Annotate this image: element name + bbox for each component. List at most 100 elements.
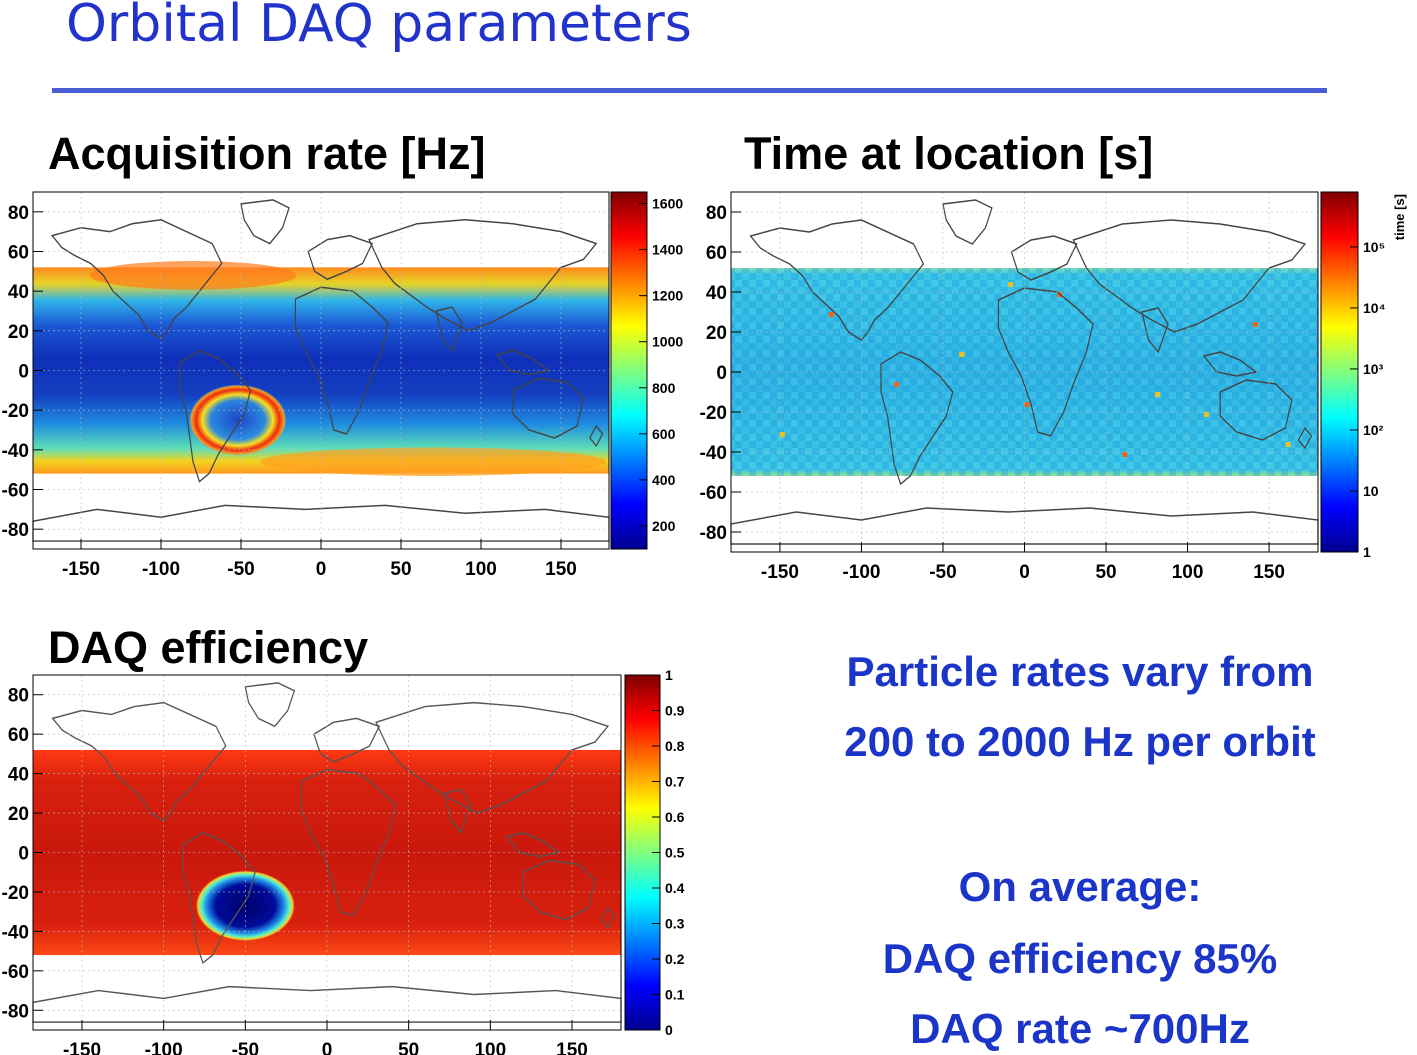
summary-line-5: DAQ rate ~700Hz <box>910 1005 1250 1052</box>
y-tick-label: -60 <box>700 483 727 504</box>
colorbar-tick-label: 0.7 <box>665 774 685 790</box>
colorbar-tick-label: 1 <box>665 667 673 683</box>
y-tick-label: -40 <box>2 441 29 462</box>
y-tick-label: 40 <box>8 282 29 303</box>
y-tick-label: -20 <box>700 403 727 424</box>
rate-north-high-region <box>89 261 297 290</box>
time-colorbar-gradient <box>1320 191 1359 553</box>
efficiency-heatmap: -150 -100 -50 0 50 100 150 80 60 40 20 0 -20 -40 -60 -8… <box>2 674 622 1055</box>
y-tick-label: -40 <box>2 922 29 943</box>
time-hot-cell <box>1154 392 1160 397</box>
efficiency-panel-title: DAQ efficiency <box>48 622 369 673</box>
y-tick-label: 0 <box>18 844 29 865</box>
time-heatmap: -150 -100 -50 0 50 100 150 80 60 40 20 0 -20 -40 -60 -8… <box>700 191 1319 583</box>
x-tick-label: -100 <box>142 559 180 580</box>
y-tick-label: -60 <box>2 481 29 502</box>
colorbar-tick-label: 10 <box>1363 483 1379 499</box>
colorbar-tick-label: 0.2 <box>665 951 685 967</box>
colorbar-tick-label: 1400 <box>652 242 683 258</box>
colorbar-tick-label: 1000 <box>652 334 683 350</box>
colorbar-tick-label: 0.4 <box>665 880 685 896</box>
colorbar-tick-label: 600 <box>652 426 676 442</box>
y-tick-label: 60 <box>8 243 29 264</box>
y-tick-label: -80 <box>2 1001 29 1022</box>
summary-line-1: Particle rates vary from <box>846 648 1314 695</box>
efficiency-colorbar: 0 0.1 0.2 0.3 0.4 0.5 0.6 0.7 0.8 0.9 1 <box>624 667 685 1038</box>
y-tick-label: 0 <box>716 363 727 384</box>
x-tick-label: 100 <box>474 1040 506 1055</box>
y-tick-label: 60 <box>706 243 727 264</box>
x-tick-label: -100 <box>145 1040 183 1055</box>
x-tick-label: 50 <box>398 1040 419 1055</box>
slide-title: Orbital DAQ parameters <box>66 0 692 54</box>
colorbar-tick-label: 800 <box>652 380 676 396</box>
y-tick-label: -20 <box>2 883 29 904</box>
colorbar-tick-label: 10⁴ <box>1363 300 1386 316</box>
time-hot-cell <box>1122 452 1128 457</box>
y-tick-label: 0 <box>18 362 29 383</box>
y-tick-label: -80 <box>700 523 727 544</box>
colorbar-tick-label: 0.6 <box>665 809 685 825</box>
time-hot-cell <box>1252 322 1258 327</box>
time-colorbar: 1 10 10² 10³ 10⁴ 10⁵ time [s] <box>1320 191 1407 560</box>
colorbar-tick-label: 200 <box>652 518 676 534</box>
x-tick-label: -50 <box>929 562 956 583</box>
colorbar-tick-label: 10² <box>1363 422 1384 438</box>
y-tick-label: 80 <box>706 203 727 224</box>
y-tick-label: 60 <box>8 725 29 746</box>
time-hot-cell <box>1008 282 1014 287</box>
colorbar-tick-label: 10³ <box>1363 361 1384 377</box>
time-hot-cell <box>894 382 900 387</box>
y-tick-label: 20 <box>8 322 29 343</box>
colorbar-tick-label: 1200 <box>652 288 683 304</box>
y-tick-label: 20 <box>8 804 29 825</box>
time-hot-cell <box>828 312 834 317</box>
title-divider <box>52 88 1327 93</box>
y-tick-label: 80 <box>8 203 29 224</box>
colorbar-tick-label: 0.1 <box>665 987 685 1003</box>
y-tick-label: -40 <box>700 443 727 464</box>
rate-saa-ring <box>188 384 287 456</box>
rate-panel-title: Acquisition rate [Hz] <box>48 128 486 179</box>
x-tick-label: -150 <box>62 559 100 580</box>
time-hot-cell <box>1285 442 1291 447</box>
x-tick-label: -50 <box>232 1040 259 1055</box>
x-tick-label: 50 <box>1095 562 1116 583</box>
y-tick-label: 20 <box>706 323 727 344</box>
x-tick-label: 150 <box>1253 562 1285 583</box>
colorbar-tick-label: 1 <box>1363 544 1371 560</box>
summary-line-4: DAQ efficiency 85% <box>882 935 1278 982</box>
colorbar-tick-label: 0.8 <box>665 738 685 754</box>
summary-line-3: On average: <box>958 863 1202 910</box>
x-tick-label: 50 <box>390 559 411 580</box>
colorbar-tick-label: 400 <box>652 472 676 488</box>
x-tick-label: -50 <box>227 559 254 580</box>
x-tick-label: 150 <box>545 559 577 580</box>
rate-colorbar: 200 400 600 800 1000 1200 1400 1600 <box>610 191 683 550</box>
y-tick-label: -60 <box>2 962 29 983</box>
time-hot-cell <box>1203 412 1209 417</box>
x-tick-label: 0 <box>1019 562 1030 583</box>
colorbar-tick-label: 0.3 <box>665 916 685 932</box>
x-tick-label: -150 <box>63 1040 101 1055</box>
y-tick-label: -80 <box>2 520 29 541</box>
x-tick-label: 0 <box>316 559 327 580</box>
rate-colorbar-gradient <box>610 191 648 550</box>
rate-heatmap: -150 -100 -50 0 50 100 150 80 60 40 20 0 -20 -40 -60 -8… <box>2 191 610 580</box>
x-tick-label: 150 <box>556 1040 588 1055</box>
time-panel-title: Time at location [s] <box>744 128 1154 179</box>
x-tick-label: -100 <box>842 562 880 583</box>
x-tick-label: 100 <box>1172 562 1204 583</box>
colorbar-tick-label: 1600 <box>652 196 683 212</box>
x-tick-label: 100 <box>465 559 497 580</box>
y-tick-label: 80 <box>8 686 29 707</box>
rate-south-high-region <box>260 447 606 477</box>
colorbar-tick-label: 0 <box>665 1022 673 1038</box>
y-tick-label: 40 <box>8 765 29 786</box>
y-tick-label: 40 <box>706 283 727 304</box>
x-tick-label: 0 <box>322 1040 333 1055</box>
colorbar-tick-label: 0.9 <box>665 703 685 719</box>
colorbar-tick-label: 10⁵ <box>1363 239 1385 255</box>
summary-line-2: 200 to 2000 Hz per orbit <box>844 718 1316 765</box>
